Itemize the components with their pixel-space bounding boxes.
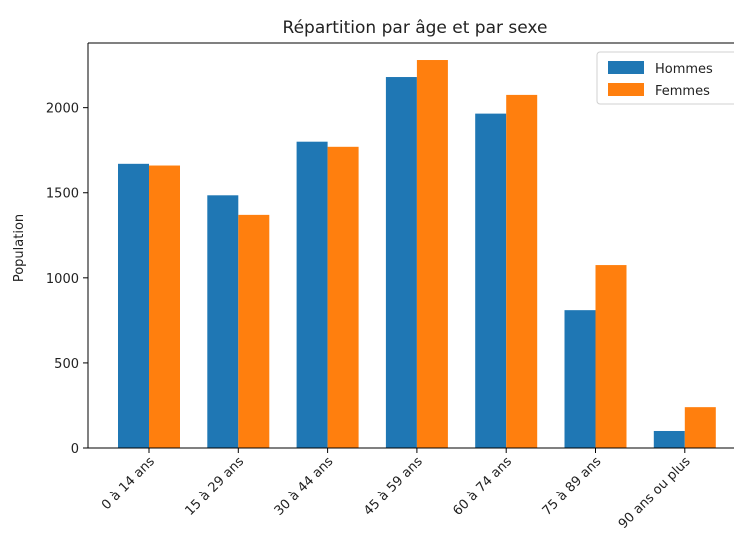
legend-swatch-hommes: [608, 61, 644, 74]
legend: Hommes Femmes: [596, 51, 734, 105]
bar-hommes-4: [475, 113, 507, 448]
bar-femmes-2: [327, 146, 359, 448]
bar-femmes-4: [506, 94, 538, 449]
bar-hommes-6: [653, 430, 685, 448]
plot-frame: [87, 42, 734, 449]
x-tick-label-2: 30 à 44 ans: [272, 454, 337, 519]
bar-femmes-1: [238, 214, 270, 448]
x-tick-label-5: 75 à 89 ans: [540, 454, 605, 519]
bar-hommes-1: [207, 195, 239, 448]
legend-label-hommes: Hommes: [655, 62, 713, 77]
x-tick-label-0: 0 à 14 ans: [99, 454, 158, 513]
x-ticks: 0 à 14 ans 15 à 29 ans 30 à 44 ans 45 à 59 …: [99, 448, 694, 532]
bar-hommes-5: [564, 310, 596, 448]
bar-femmes-6: [684, 407, 716, 448]
legend-label-femmes: Femmes: [655, 84, 710, 99]
y-axis-label: Population: [12, 214, 27, 282]
chart-title: Répartition par âge et par sexe: [283, 18, 548, 38]
y-tick-label-2: 1000: [46, 272, 79, 287]
bars-group: [118, 60, 716, 449]
bar-hommes-2: [296, 141, 328, 448]
x-tick-label-6: 90 ans ou plus: [616, 454, 694, 532]
bar-femmes-0: [149, 165, 180, 449]
x-tick-label-1: 15 à 29 ans: [182, 454, 247, 519]
y-tick-label-4: 2000: [46, 102, 79, 117]
x-tick-label-4: 60 à 74 ans: [450, 454, 515, 519]
bar-femmes-3: [416, 60, 448, 448]
bar-hommes-0: [118, 163, 149, 448]
y-tick-label-3: 1500: [46, 187, 79, 202]
legend-swatch-femmes: [608, 83, 644, 96]
x-tick-label-3: 45 à 59 ans: [361, 454, 426, 519]
bar-hommes-3: [385, 77, 417, 448]
y-tick-label-1: 500: [54, 357, 79, 372]
y-ticks: 0 500 1000 1500 2000: [46, 102, 88, 457]
y-tick-label-0: 0: [71, 442, 79, 457]
bar-femmes-5: [595, 265, 627, 448]
